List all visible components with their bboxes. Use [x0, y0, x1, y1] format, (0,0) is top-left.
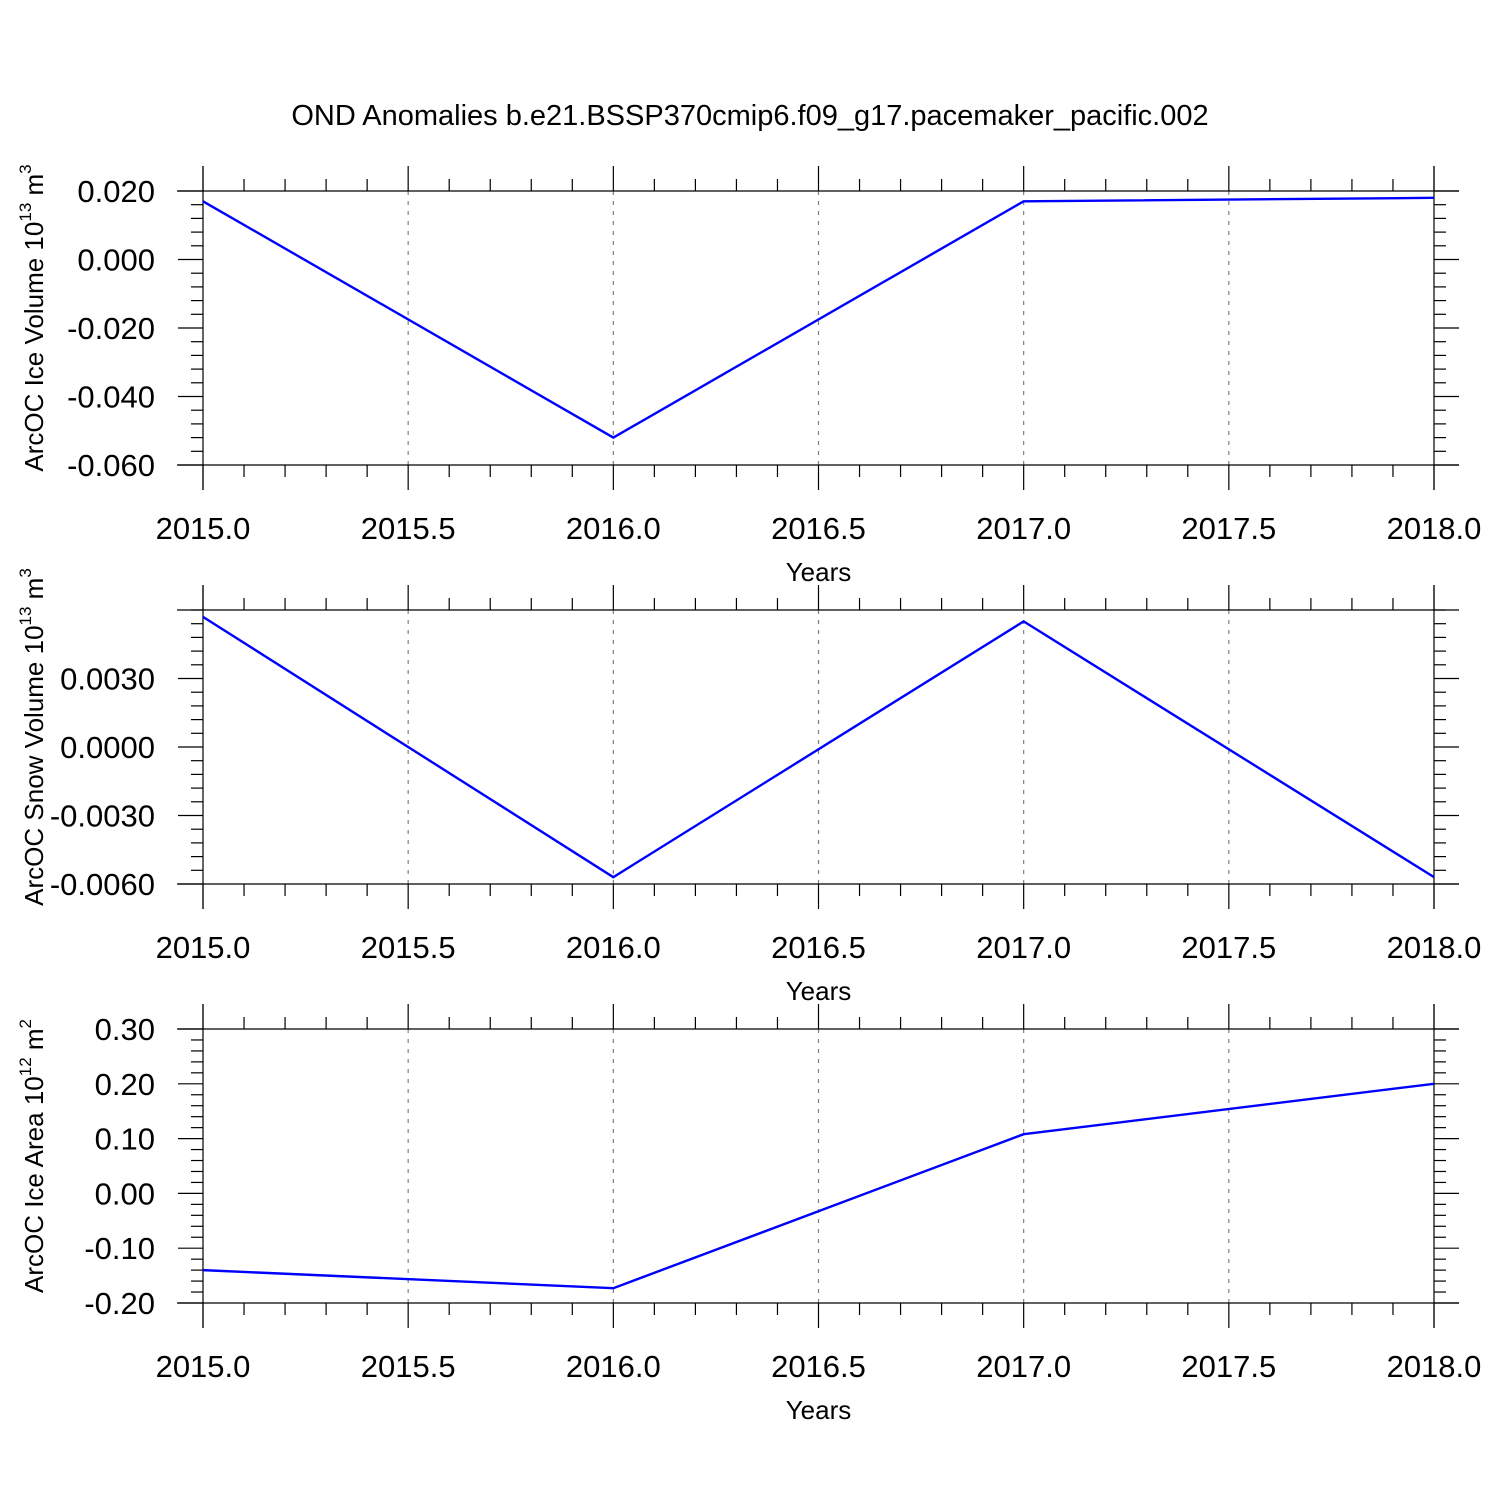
y-axis-title-unit-exponent: 3 — [16, 568, 35, 577]
y-tick-label: -0.040 — [67, 380, 155, 415]
y-axis-title-unit-exponent: 3 — [16, 164, 35, 173]
y-tick-label: -0.0060 — [50, 867, 155, 902]
y-tick-label: -0.020 — [67, 311, 155, 346]
y-axis-title-text: ArcOC Snow Volume 10 — [19, 625, 49, 905]
y-tick-label: 0.0000 — [60, 730, 155, 765]
x-tick-label: 2015.0 — [156, 511, 251, 546]
x-tick-label: 2017.5 — [1181, 1349, 1276, 1384]
y-axis-title-unit: m — [19, 174, 49, 203]
series-line-1 — [202, 615, 1435, 879]
x-axis-title: Years — [786, 976, 852, 1006]
y-tick-label: -0.10 — [84, 1231, 155, 1266]
y-tick-label: -0.0030 — [50, 799, 155, 834]
y-tick-label: 0.020 — [77, 174, 155, 209]
x-tick-label: 2017.5 — [1181, 511, 1276, 546]
y-tick-label: 0.000 — [77, 243, 155, 278]
x-tick-label: 2018.0 — [1387, 511, 1482, 546]
chart-title: OND Anomalies b.e21.BSSP370cmip6.f09_g17… — [291, 100, 1208, 132]
x-tick-label: 2015.5 — [361, 511, 456, 546]
x-tick-label: 2016.5 — [771, 930, 866, 965]
y-tick-label: 0.20 — [95, 1067, 155, 1102]
x-tick-label: 2016.5 — [771, 1349, 866, 1384]
x-tick-label: 2016.0 — [566, 930, 661, 965]
x-tick-label: 2015.5 — [361, 1349, 456, 1384]
x-tick-label: 2016.0 — [566, 1349, 661, 1384]
x-tick-label: 2015.5 — [361, 930, 456, 965]
y-tick-label: -0.060 — [67, 448, 155, 483]
x-tick-label: 2016.5 — [771, 511, 866, 546]
x-tick-label: 2015.0 — [156, 930, 251, 965]
y-axis-title: ArcOC Snow Volume 1013 m3 — [16, 568, 49, 906]
x-tick-label: 2017.0 — [976, 930, 1071, 965]
y-tick-label: 0.00 — [95, 1176, 155, 1211]
y-axis-title-unit-exponent: 2 — [16, 1019, 35, 1028]
y-axis-title-exponent: 12 — [16, 1057, 35, 1076]
series-line-1 — [202, 196, 1435, 439]
x-axis-title: Years — [786, 557, 852, 587]
x-tick-label: 2018.0 — [1387, 1349, 1482, 1384]
y-axis-title-exponent: 13 — [16, 203, 35, 222]
x-tick-label: 2017.0 — [976, 1349, 1071, 1384]
y-axis-title: ArcOC Ice Area 1012 m2 — [16, 1019, 49, 1293]
y-axis-title: ArcOC Ice Volume 1013 m3 — [16, 164, 49, 471]
x-tick-label: 2017.0 — [976, 511, 1071, 546]
y-tick-label: 0.0030 — [60, 662, 155, 697]
x-axis-title: Years — [786, 1395, 852, 1425]
y-tick-label: 0.30 — [95, 1012, 155, 1047]
x-tick-label: 2017.5 — [1181, 930, 1276, 965]
y-axis-title-unit: m — [19, 578, 49, 607]
y-axis-title-text: ArcOC Ice Volume 10 — [19, 222, 49, 472]
x-tick-label: 2016.0 — [566, 511, 661, 546]
x-tick-label: 2018.0 — [1387, 930, 1482, 965]
y-tick-label: -0.20 — [84, 1286, 155, 1321]
y-axis-title-text: ArcOC Ice Area 10 — [19, 1076, 49, 1293]
x-tick-label: 2015.0 — [156, 1349, 251, 1384]
y-axis-title-exponent: 13 — [16, 607, 35, 626]
y-axis-title-unit: m — [19, 1028, 49, 1057]
y-tick-label: 0.10 — [95, 1122, 155, 1157]
series-line-1 — [202, 1082, 1435, 1290]
